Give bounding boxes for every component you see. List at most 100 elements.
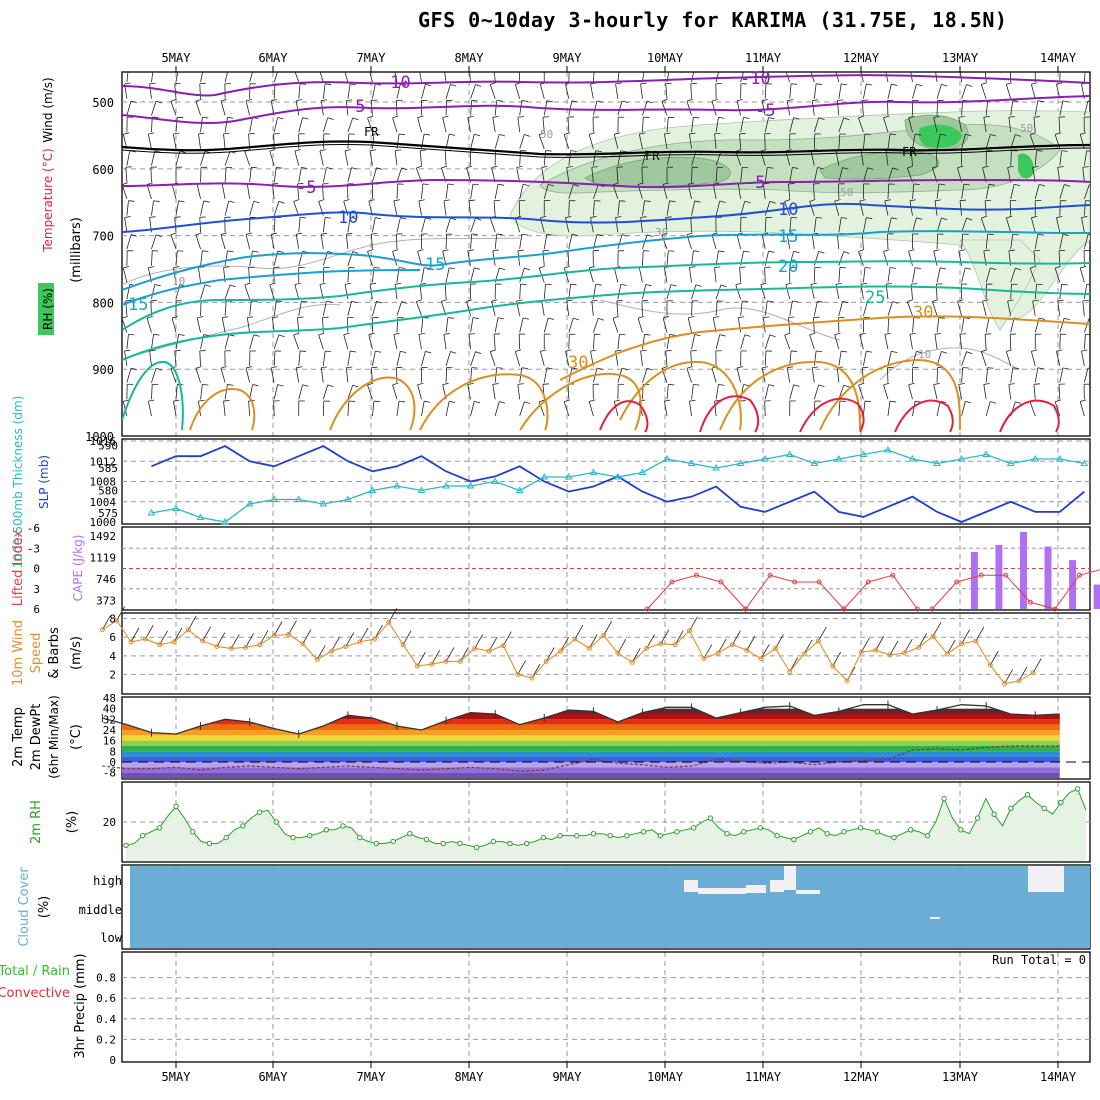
wind-barb bbox=[519, 317, 524, 333]
wind-barb bbox=[691, 250, 694, 266]
cape-bar bbox=[970, 551, 978, 609]
wind-barb-flag bbox=[153, 200, 160, 202]
wind-barb-flag bbox=[612, 315, 619, 319]
wind-barb-flag bbox=[278, 200, 285, 204]
wind-barb-flag bbox=[297, 316, 304, 318]
wind-barb bbox=[912, 401, 916, 417]
wind-barb bbox=[98, 402, 102, 416]
wind-barb bbox=[322, 117, 329, 133]
wind-barb bbox=[151, 384, 153, 400]
wind-speed-marker bbox=[515, 671, 521, 677]
wind-barb bbox=[936, 84, 942, 99]
date-label-top: 14MAY bbox=[1040, 51, 1077, 65]
wind-barb-flag bbox=[376, 167, 383, 170]
wind-barb bbox=[494, 234, 498, 250]
wind-barb-flag bbox=[615, 216, 622, 218]
wind-barb-flag bbox=[1033, 249, 1040, 252]
wind-barb-10m bbox=[903, 638, 913, 654]
wind-barb-flag bbox=[128, 333, 135, 336]
wind-barb bbox=[1059, 234, 1064, 250]
wind-barb bbox=[908, 384, 913, 400]
wind-barb bbox=[961, 84, 967, 99]
wind-barb bbox=[887, 401, 891, 417]
wind-barb bbox=[1083, 284, 1088, 300]
contour-label: FR bbox=[364, 125, 379, 139]
wind-barb bbox=[740, 334, 746, 350]
wind-barb-flag bbox=[965, 133, 972, 137]
wind-barb bbox=[985, 317, 990, 333]
wind-axis-label: Wind (m/s) bbox=[41, 77, 55, 142]
contour-label: 30 bbox=[655, 226, 668, 239]
wind-barb bbox=[642, 200, 645, 216]
wind-barb bbox=[887, 233, 889, 250]
wind-barb bbox=[686, 101, 692, 116]
wind-barb bbox=[691, 200, 696, 216]
wind-barb bbox=[665, 350, 668, 366]
wind-barb bbox=[887, 351, 892, 366]
wind-barb-flag bbox=[1007, 299, 1014, 302]
rh-marker bbox=[1008, 805, 1014, 812]
wind-barb-flag bbox=[170, 98, 177, 102]
wind-barb bbox=[1054, 267, 1061, 283]
wind-barb-flag bbox=[128, 200, 135, 202]
cloud-gap bbox=[684, 880, 698, 892]
date-label-bottom: 11MAY bbox=[745, 1070, 782, 1084]
wind-barb bbox=[543, 284, 546, 300]
contour-label: 10 bbox=[778, 200, 798, 220]
wind-barb-10m bbox=[259, 630, 269, 645]
wind-barb-flag bbox=[966, 84, 973, 87]
wind-barb bbox=[836, 100, 840, 116]
rh-marker bbox=[891, 834, 897, 841]
wind-barb-flag bbox=[932, 165, 939, 169]
wind-barb bbox=[985, 401, 991, 417]
wind-barb-flag bbox=[293, 332, 300, 336]
cloud-level-label: low bbox=[100, 931, 122, 945]
wind-barb-flag bbox=[743, 250, 750, 253]
cloud-gap bbox=[930, 917, 940, 919]
wind-barb bbox=[740, 72, 744, 83]
rh-marker bbox=[724, 831, 730, 837]
wind-speed-marker bbox=[200, 638, 206, 644]
wind-barb bbox=[494, 72, 496, 83]
wind-barb bbox=[102, 201, 103, 216]
wind-barb bbox=[445, 267, 450, 283]
thickness-marker bbox=[294, 495, 303, 502]
wind-barb bbox=[322, 301, 327, 316]
wind-barb bbox=[568, 200, 570, 216]
wind-barb bbox=[961, 134, 966, 149]
wind-barb bbox=[711, 234, 717, 250]
wind-barb bbox=[764, 201, 771, 216]
contour-label: 10 bbox=[918, 348, 931, 361]
thickness-marker bbox=[933, 459, 941, 466]
wind-barb-flag bbox=[621, 234, 628, 237]
wind-barb bbox=[1010, 184, 1015, 199]
wind-speed-marker bbox=[844, 678, 850, 684]
wind-barb-flag bbox=[767, 166, 774, 169]
slp-tick-label: 1016 bbox=[90, 435, 117, 448]
wind-barb bbox=[421, 183, 424, 199]
wind-barb-flag bbox=[615, 349, 622, 352]
temperature-tick-label: 40 bbox=[103, 703, 116, 716]
wind-barb bbox=[421, 267, 425, 283]
wind-barb-flag bbox=[472, 183, 479, 186]
wind-barb bbox=[244, 151, 251, 166]
temperature-contour bbox=[999, 399, 1060, 433]
temperature-contour bbox=[122, 230, 1090, 291]
rh-marker bbox=[173, 803, 179, 810]
wind-barb bbox=[1007, 301, 1012, 316]
wind-barb-flag bbox=[787, 366, 794, 369]
wind-barb-flag bbox=[742, 300, 749, 302]
wind-barb-10m bbox=[502, 631, 512, 646]
wind-barb bbox=[149, 350, 152, 366]
date-label-bottom: 8MAY bbox=[455, 1070, 485, 1084]
contour-label: FR bbox=[902, 145, 917, 159]
thickness-marker bbox=[982, 450, 991, 457]
cloud-gap bbox=[1028, 866, 1064, 892]
wind-speed-marker bbox=[343, 644, 349, 650]
wind-barb-flag bbox=[548, 317, 555, 320]
wind-barb bbox=[665, 83, 668, 99]
lifted-index-tick-label: -6 bbox=[27, 522, 40, 535]
wind-barb bbox=[126, 150, 131, 166]
